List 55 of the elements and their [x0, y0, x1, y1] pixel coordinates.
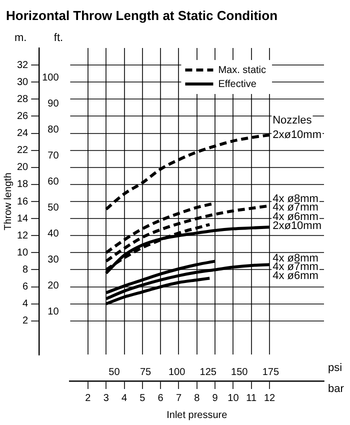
annotation: Nozzles: [272, 114, 312, 126]
x-tick-label: 10: [228, 392, 240, 404]
x-tick-label: 11: [246, 392, 257, 404]
y2-tick-label: 10: [48, 306, 60, 318]
x-tick-label: 4: [121, 392, 128, 404]
x2-tick-label: 175: [262, 366, 280, 378]
x-tick-label: 8: [194, 392, 200, 404]
y-tick-label: 28: [17, 94, 29, 105]
x-tick-label: 6: [158, 392, 164, 404]
y2-tick-label: 60: [48, 176, 60, 188]
y2-tick-label: 20: [48, 280, 60, 292]
text: psi: [328, 362, 342, 374]
y2-tick-label: 80: [48, 124, 60, 136]
y-tick-label: 8: [22, 264, 29, 276]
y-tick-label: 20: [17, 162, 29, 174]
y-tick-label: 32: [17, 60, 29, 71]
text: bar: [328, 383, 344, 396]
y-tick-label: 24: [17, 128, 29, 140]
legend-label: Effective: [218, 78, 257, 90]
y-axis-title: Throw length: [2, 172, 14, 230]
y2-tick-label: 100: [42, 72, 60, 84]
x2-tick-label: 125: [200, 366, 217, 378]
y2-tick-label: 40: [48, 228, 60, 240]
annotation: 2xø10mm: [272, 220, 322, 232]
text: m.: [14, 32, 27, 44]
y2-tick-label: 30: [48, 254, 60, 266]
y-tick-label: 4: [22, 298, 29, 310]
y-tick-label: 14: [17, 213, 29, 224]
y-tick-label: 10: [17, 247, 29, 258]
y-tick-label: 16: [17, 196, 29, 208]
x2-tick-label: 75: [140, 366, 152, 378]
y2-tick-label: 50: [48, 202, 60, 214]
y-tick-label: 12: [17, 230, 29, 242]
x-tick-label: 9: [212, 392, 218, 404]
y2-tick-label: 90: [48, 98, 60, 110]
legend-label: Max. static: [218, 64, 266, 76]
x-tick-label: 7: [176, 392, 182, 404]
x2-tick-label: 150: [231, 366, 248, 378]
x-tick-label: 5: [140, 392, 146, 404]
y-tick-label: 6: [22, 282, 29, 293]
x2-tick-label: 50: [108, 366, 120, 378]
y2-tick-label: 70: [48, 150, 60, 162]
text: ft.: [54, 32, 64, 44]
x-tick-label: 3: [103, 392, 110, 404]
x2-tick-label: 100: [168, 366, 186, 378]
y-tick-label: 30: [17, 76, 29, 88]
y-tick-label: 18: [17, 179, 29, 190]
y-tick-label: 2: [22, 316, 29, 327]
y-tick-label: 26: [17, 110, 29, 122]
x-tick-label: 2: [85, 392, 92, 404]
y-tick-label: 22: [17, 145, 29, 156]
x-axis-title: Inlet pressure: [166, 410, 228, 421]
annotation: 2xø10mm: [272, 128, 322, 141]
chart-title: Horizontal Throw Length at Static Condition: [5, 7, 279, 25]
x-tick-label: 12: [264, 392, 276, 404]
